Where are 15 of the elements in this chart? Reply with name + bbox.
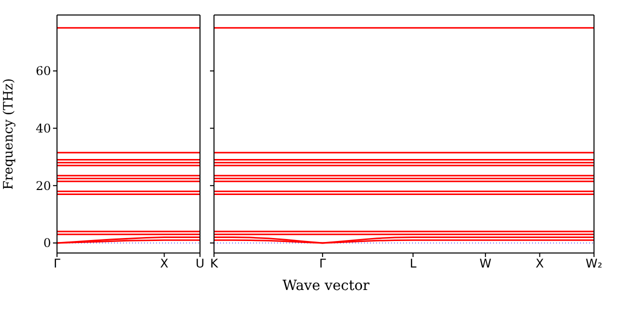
y-tick-label: 40: [36, 122, 51, 136]
x-tick-label: X: [160, 256, 168, 271]
x-tick-label: Γ: [54, 256, 61, 271]
y-tick-label: 0: [43, 236, 51, 250]
y-tick-label: 20: [36, 178, 51, 193]
y-axis-title: Frequency (THz): [2, 78, 17, 190]
x-tick-label: W₂: [586, 256, 603, 271]
x-tick-label: Γ: [319, 256, 326, 271]
x-tick-label: W: [479, 256, 492, 271]
y-tick-label: 60: [36, 64, 51, 78]
x-tick-label: X: [536, 256, 544, 271]
x-tick-label: U: [196, 256, 204, 271]
x-tick-label: L: [410, 256, 417, 271]
x-axis-title: Wave vector: [282, 278, 370, 294]
x-tick-label: K: [210, 256, 220, 271]
